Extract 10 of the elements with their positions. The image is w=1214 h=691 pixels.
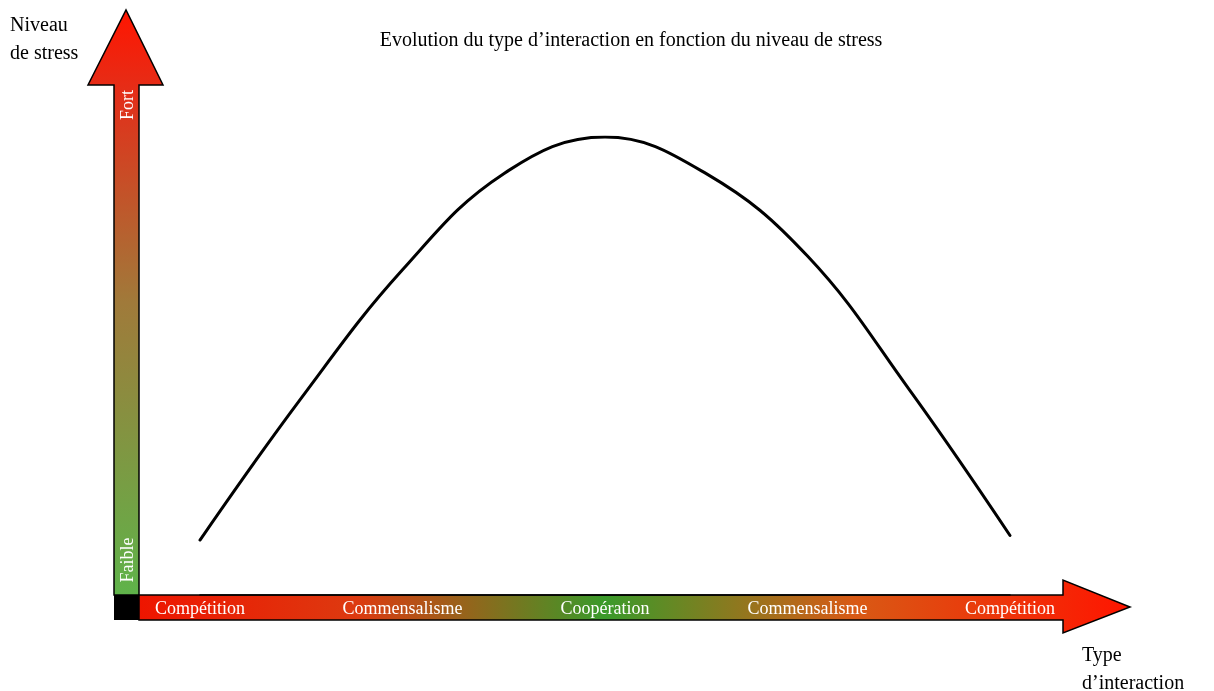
text: Niveau de stress (10, 13, 79, 63)
x-tick-label: Compétition (965, 598, 1055, 618)
x-tick-label: Coopération (560, 598, 650, 618)
x-axis-title: Type d’interaction (1082, 643, 1185, 691)
x-tick-label: Compétition (155, 598, 245, 618)
x-tick-label: Commensalisme (747, 598, 868, 618)
x-tick-label: Commensalisme (342, 598, 463, 618)
text: Fort (117, 89, 137, 121)
text: Faible (117, 537, 137, 583)
chart-title: Evolution du type d’interaction en fonction du niveau de stress (379, 28, 883, 51)
